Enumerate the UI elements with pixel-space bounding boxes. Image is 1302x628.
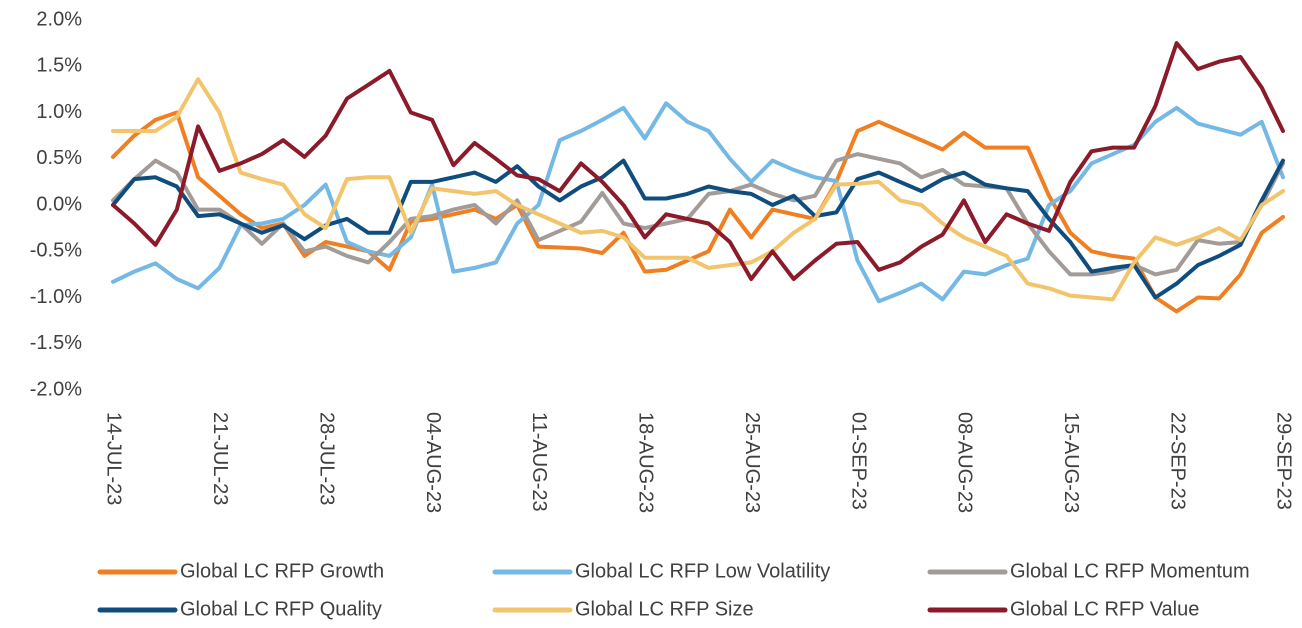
- y-tick-label: 1.5%: [36, 55, 82, 77]
- x-tick-label: 22-SEP-23: [1166, 412, 1188, 510]
- y-tick-label: 2.0%: [36, 8, 82, 30]
- series-line: [111, 158, 1285, 300]
- x-tick-label: 11-AUG-23: [528, 412, 550, 512]
- y-tick-label: -1.0%: [30, 286, 82, 308]
- y-tick-label: 0.5%: [36, 147, 82, 169]
- x-tick-label: 15-AUG-23: [1060, 412, 1082, 513]
- legend-label: Global LC RFP Growth: [180, 560, 384, 582]
- x-tick-label: 01-SEP-23: [847, 412, 869, 510]
- legend-label: Global LC RFP Quality: [180, 598, 382, 620]
- x-tick-label: 28-JUL-23: [315, 412, 337, 505]
- x-tick-label: 29-SEP-23: [1273, 412, 1295, 510]
- series-line: [111, 101, 1285, 304]
- x-tick-label: 04-AUG-23: [422, 412, 444, 513]
- x-tick-label: 08-AUG-23: [954, 412, 976, 513]
- series-line: [111, 77, 1285, 302]
- y-tick-label: -2.0%: [30, 378, 82, 400]
- legend-label: Global LC RFP Low Volatility: [575, 560, 830, 582]
- series-line: [111, 110, 1285, 314]
- legend-label: Global LC RFP Momentum: [1010, 560, 1250, 582]
- legend-label: Global LC RFP Value: [1010, 598, 1199, 620]
- x-tick-label: 21-JUL-23: [209, 412, 231, 505]
- y-tick-label: -0.5%: [30, 240, 82, 262]
- series-line: [111, 41, 1285, 281]
- x-tick-label: 18-AUG-23: [635, 412, 657, 513]
- x-tick-label: 14-JUL-23: [103, 412, 125, 505]
- y-tick-label: 0.0%: [36, 193, 82, 215]
- x-tick-label: 25-AUG-23: [741, 412, 763, 513]
- series-line: [111, 152, 1285, 277]
- legend-label: Global LC RFP Size: [575, 598, 754, 620]
- y-tick-label: -1.5%: [30, 332, 82, 354]
- y-tick-label: 1.0%: [36, 101, 82, 123]
